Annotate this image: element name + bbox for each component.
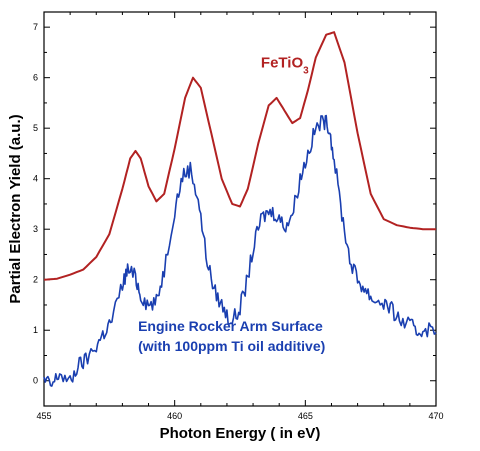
y-axis-title: Partial Electron Yield (a.u.) xyxy=(7,114,24,303)
y-tick-label: 5 xyxy=(33,123,38,133)
y-tick-label: 0 xyxy=(33,376,38,386)
series-line-1 xyxy=(43,31,436,281)
y-tick-label: 7 xyxy=(33,22,38,32)
plot-frame xyxy=(43,11,437,407)
y-tick-label: 6 xyxy=(33,73,38,83)
y-tick-label: 4 xyxy=(33,174,38,184)
series-label-feti03: FeTiO3 xyxy=(261,55,309,77)
y-tick-label: 2 xyxy=(33,275,38,285)
y-tick-label: 3 xyxy=(33,224,38,234)
x-tick-label: 465 xyxy=(298,411,313,421)
x-tick-label: 470 xyxy=(428,411,443,421)
axes: 455 460 465 470 0 1 2 3 4 5 6 7 xyxy=(33,11,444,421)
x-tick-label: 455 xyxy=(36,411,51,421)
series-layer xyxy=(43,31,437,387)
x-axis-title: Photon Energy ( in eV) xyxy=(160,425,321,442)
x-tick-label: 460 xyxy=(167,411,182,421)
series-label-rocker-arm-line-2: (with 100ppm Ti oil additive) xyxy=(138,338,325,354)
series-label-rocker-arm-line-1: Engine Rocker Arm Surface xyxy=(138,318,323,334)
series-line-2 xyxy=(43,114,437,387)
annotations: FeTiO3 Engine Rocker Arm Surface (with 100… xyxy=(138,55,325,355)
y-tick-label: 1 xyxy=(33,325,38,335)
